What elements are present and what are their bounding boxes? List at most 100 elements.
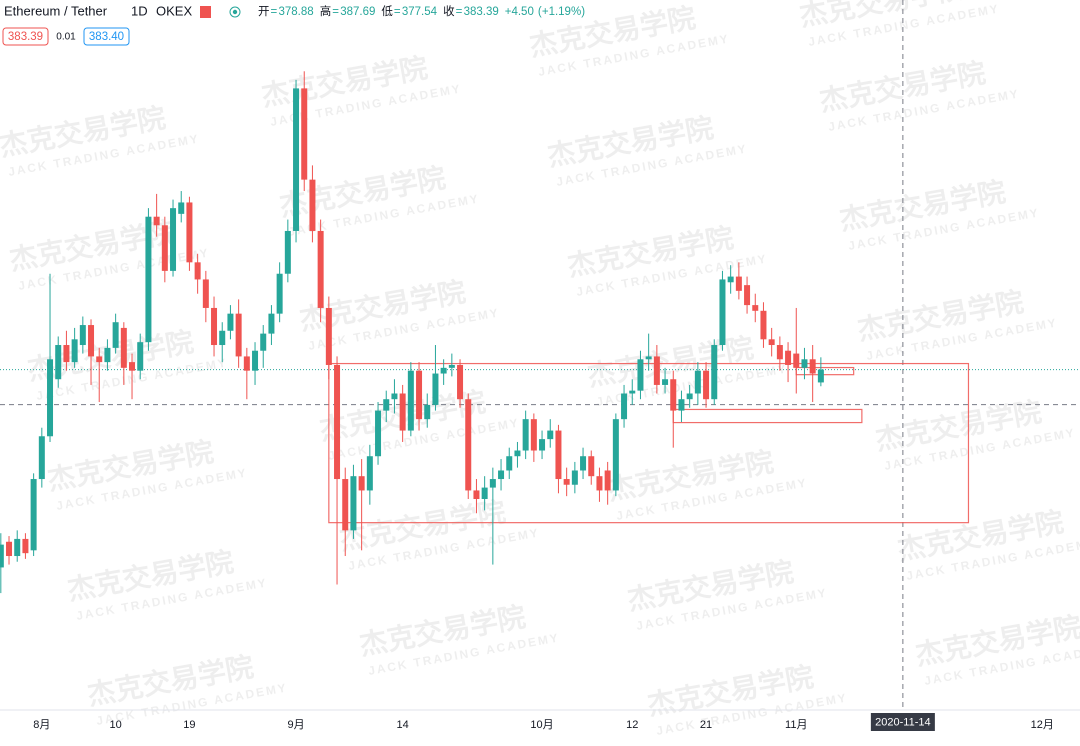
status-icon: [229, 6, 241, 18]
candle-body: [768, 339, 775, 346]
candle-body: [104, 347, 111, 363]
candle-body: [342, 479, 349, 531]
crosshair-label-box: [870, 713, 935, 731]
candle-body: [629, 390, 636, 394]
time-axis: 8月 10 19 9月 14 10月 12 21 11月 12月 2020-11-14: [33, 713, 1054, 731]
candle-body: [6, 541, 13, 557]
crosshair-label: 2020-11-14: [875, 716, 930, 728]
candle-body: [760, 310, 767, 340]
candle-body: [211, 307, 218, 346]
candle-body: [637, 359, 644, 391]
candle-body: [301, 88, 308, 180]
legend-header: Ethereum / Tether 1D OKEX 开 = 378.88 高 = 387.…: [4, 3, 585, 18]
candle-body: [391, 393, 398, 400]
candle-body: [186, 202, 193, 263]
ohlc-label: 收: [443, 4, 455, 18]
candle-body: [481, 487, 488, 499]
candle-body: [473, 490, 480, 499]
x-tick-label: 8月: [33, 719, 50, 731]
candle-body: [88, 325, 95, 357]
candle-body: [612, 419, 619, 491]
candle-body: [30, 479, 37, 551]
candle-body: [145, 216, 152, 343]
candle-body: [202, 279, 209, 308]
candle-body: [350, 476, 357, 531]
candle-body: [358, 476, 365, 491]
price-badges: 383.39 0.01 383.40: [2, 27, 130, 46]
ohlc-value: 383.39: [464, 6, 499, 18]
x-tick-label: 10月: [530, 719, 553, 731]
bid-price: 383.39: [8, 31, 43, 43]
candle-body: [752, 305, 759, 311]
candle-body: [383, 399, 390, 411]
candle-body: [694, 370, 701, 394]
flag-icon[interactable]: [200, 6, 211, 18]
ohlc-label: 低: [381, 5, 393, 18]
candle-body: [170, 208, 177, 271]
candle-body: [776, 345, 783, 360]
candle-body: [621, 393, 628, 420]
candle-body: [727, 276, 734, 283]
candle-body: [670, 379, 677, 411]
candle-body: [424, 404, 431, 420]
candle-body: [604, 470, 611, 491]
candle-body: [563, 479, 570, 485]
candle-body: [194, 262, 201, 280]
candle-body: [711, 345, 718, 400]
interval: 1D: [131, 3, 148, 18]
ohlc-separator: =: [271, 6, 278, 18]
candle-body: [219, 330, 226, 346]
candle-body: [243, 356, 250, 371]
candle-body: [63, 345, 70, 363]
candle-body: [653, 356, 660, 385]
candle-body: [785, 350, 792, 365]
candle-body: [588, 456, 595, 477]
candle-body: [293, 88, 300, 231]
candle-body: [440, 367, 447, 374]
candle-body: [809, 359, 816, 374]
bid-badge: [2, 27, 49, 46]
exchange: OKEX: [156, 3, 192, 18]
candle-body: [555, 430, 562, 480]
ask-badge: [83, 27, 130, 46]
candle-body: [530, 419, 537, 451]
x-tick-label: 11月: [785, 719, 807, 731]
candle-body: [137, 342, 144, 371]
status-dot: [232, 9, 238, 15]
candle-body: [645, 356, 652, 360]
candle-body: [522, 419, 529, 451]
candle-body: [120, 327, 127, 368]
candle-body: [547, 430, 554, 440]
candle-body: [227, 313, 234, 331]
candle-body: [252, 350, 259, 371]
candle-body: [457, 364, 464, 400]
candle-body: [662, 379, 669, 385]
candle-body: [161, 225, 168, 271]
candle-body: [817, 369, 824, 383]
candle-body: [703, 370, 710, 400]
ohlc-separator: =: [332, 6, 339, 18]
candle-body: [399, 393, 406, 431]
candle-body: [334, 364, 341, 480]
candle-body: [539, 439, 546, 451]
candle-body: [268, 313, 275, 334]
ohlc-separator: =: [456, 6, 463, 18]
paren: ): [581, 6, 585, 18]
candle-body: [276, 273, 283, 314]
candle-body: [375, 410, 382, 457]
ohlc-value: 387.69: [340, 6, 375, 18]
candle-body: [325, 307, 332, 365]
candle-body: [153, 216, 160, 226]
